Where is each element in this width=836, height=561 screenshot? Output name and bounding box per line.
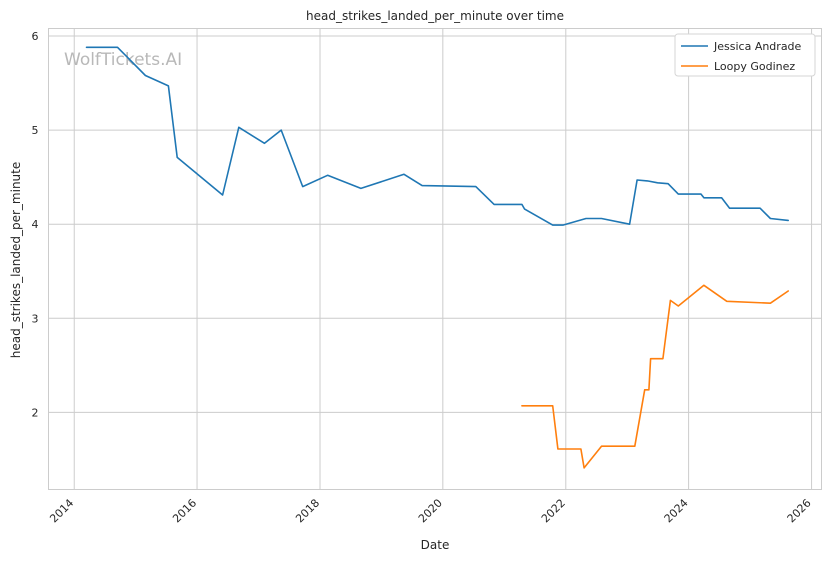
legend-label-loopy-godinez: Loopy Godinez <box>714 60 795 73</box>
y-tick-label-5: 5 <box>32 124 39 137</box>
series-line-jessica-andrade <box>85 46 790 226</box>
legend-box <box>674 33 816 77</box>
y-tick-label-2: 2 <box>32 406 39 419</box>
plot-frame <box>48 28 822 490</box>
series-line-loopy-godinez <box>521 284 790 469</box>
y-tick-label-4: 4 <box>32 218 39 231</box>
legend-label-jessica-andrade: Jessica Andrade <box>713 40 802 53</box>
y-tick-labels: 2 3 4 5 6 <box>32 30 39 419</box>
y-tick-label-6: 6 <box>32 30 39 43</box>
gridlines <box>48 28 822 490</box>
x-axis-label: Date <box>421 538 450 552</box>
legend: Jessica Andrade Loopy Godinez <box>674 33 816 77</box>
watermark-text: WolfTickets.AI <box>64 50 182 70</box>
series-lines <box>85 46 790 469</box>
y-tick-label-3: 3 <box>32 312 39 325</box>
chart-title: head_strikes_landed_per_minute over time <box>306 9 564 23</box>
y-axis-label: head_strikes_landed_per_minute <box>9 162 23 359</box>
